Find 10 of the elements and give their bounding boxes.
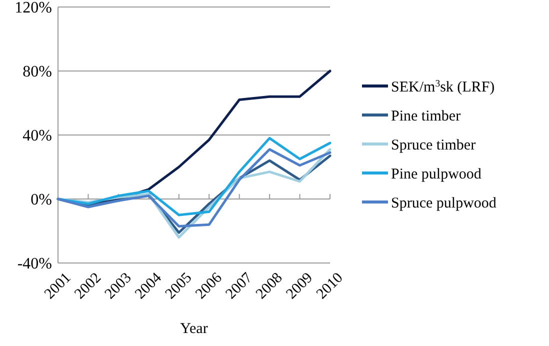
y-tick-label: 80% xyxy=(22,64,52,81)
y-tick-label: 120% xyxy=(14,0,52,17)
legend-label: SEK/m$^{3}$sk (LRF) xyxy=(391,78,495,96)
legend-label: Spruce timber xyxy=(391,137,476,154)
y-tick-label: 40% xyxy=(22,128,52,145)
legend-label: Pine timber xyxy=(391,108,461,124)
x-axis-title: Year xyxy=(180,321,208,337)
legend-label: Spruce pulpwood xyxy=(391,195,497,212)
legend-label: Pine pulpwood xyxy=(391,166,482,182)
y-tick-label: 0% xyxy=(30,192,52,209)
